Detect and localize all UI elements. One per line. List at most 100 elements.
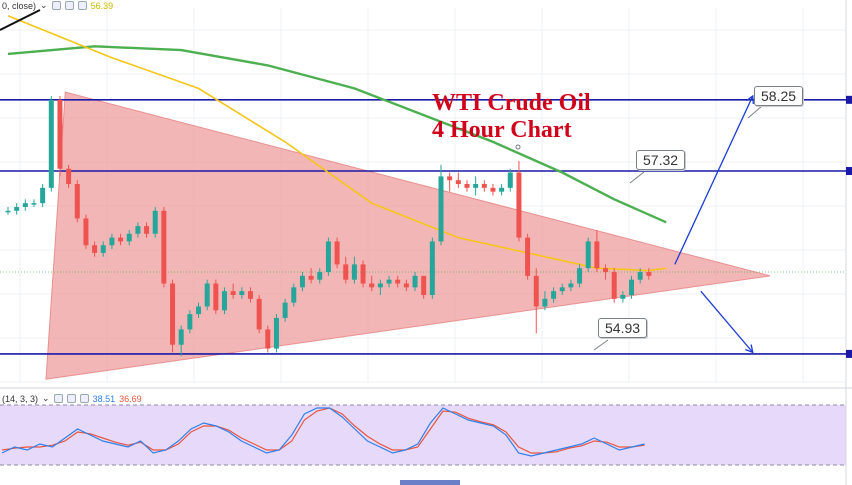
candle-body bbox=[22, 203, 28, 207]
candle-body bbox=[239, 291, 245, 295]
candle-body bbox=[629, 279, 635, 295]
candle-body bbox=[429, 241, 435, 295]
trend-line bbox=[0, 9, 41, 31]
candle-body bbox=[308, 275, 314, 280]
projection-arrow-line bbox=[700, 290, 754, 353]
ma-value: 56.39 bbox=[90, 0, 114, 11]
candle-body bbox=[152, 210, 158, 234]
candle-body bbox=[646, 272, 652, 276]
triangle-pattern bbox=[45, 91, 771, 380]
candle-body bbox=[92, 245, 98, 253]
candle-body bbox=[447, 176, 453, 181]
level-marker bbox=[846, 95, 852, 104]
oscillator-params: (14, 3, 3) bbox=[2, 393, 39, 404]
candle-body bbox=[282, 302, 288, 318]
candle-body bbox=[551, 291, 557, 299]
candle-body bbox=[499, 187, 505, 192]
candle-body bbox=[5, 210, 11, 213]
candle-body bbox=[118, 237, 124, 242]
level-marker bbox=[846, 349, 852, 358]
settings-icon[interactable] bbox=[66, 394, 76, 403]
candle-body bbox=[343, 264, 349, 280]
candle-body bbox=[317, 272, 323, 280]
candle-body bbox=[299, 275, 305, 288]
candle-body bbox=[369, 283, 375, 288]
candle-body bbox=[135, 226, 141, 234]
candle-body bbox=[204, 283, 210, 307]
ma-fast-line bbox=[7, 14, 667, 272]
candle-body bbox=[395, 279, 401, 284]
candle-body bbox=[377, 283, 383, 288]
candle-body bbox=[585, 241, 591, 269]
candle-body bbox=[187, 314, 193, 330]
candle-body bbox=[178, 329, 184, 345]
candle-body bbox=[464, 184, 470, 188]
candle-body bbox=[516, 172, 522, 238]
candle-body bbox=[57, 99, 63, 169]
candle-body bbox=[438, 176, 444, 242]
time-scroll-marker bbox=[400, 480, 460, 485]
settings-icon[interactable] bbox=[64, 1, 74, 10]
oscillator-k-value: 38.51 bbox=[92, 393, 116, 404]
candle-body bbox=[14, 206, 20, 211]
callout-leader bbox=[747, 105, 763, 119]
callout-leader bbox=[593, 339, 609, 351]
candle-body bbox=[421, 275, 427, 295]
callout-lower: 54.93 bbox=[598, 318, 648, 338]
candle-body bbox=[222, 291, 227, 311]
close-icon[interactable] bbox=[77, 1, 87, 10]
callout-upper: 58.25 bbox=[754, 86, 804, 106]
indicator-header: 0, close) ⌄ 56.39 bbox=[2, 0, 113, 11]
candle-body bbox=[83, 218, 89, 246]
chart-title-line2: 4 Hour Chart bbox=[432, 117, 572, 143]
candle-body bbox=[594, 241, 600, 269]
candle-body bbox=[213, 283, 219, 311]
candle-body bbox=[507, 172, 513, 188]
candle-body bbox=[74, 184, 80, 219]
candle-body bbox=[126, 233, 132, 242]
visibility-toggle-icon[interactable] bbox=[53, 394, 63, 403]
candle-body bbox=[273, 317, 279, 349]
candle-body bbox=[351, 264, 357, 280]
candle-body bbox=[473, 184, 479, 188]
oscillator-d-line bbox=[1, 407, 645, 454]
candle-body bbox=[170, 283, 176, 345]
candle-body bbox=[455, 180, 461, 185]
projection-arrow-line bbox=[674, 95, 754, 265]
candle-body bbox=[334, 241, 340, 265]
close-icon[interactable] bbox=[79, 394, 89, 403]
oscillator-header: (14, 3, 3) ⌄ 38.51 36.69 bbox=[2, 393, 142, 404]
chart-title-line1: WTI Crude Oil bbox=[432, 90, 591, 116]
candle-body bbox=[66, 168, 72, 185]
candle-body bbox=[100, 245, 106, 253]
anchor-dot bbox=[515, 144, 521, 150]
candle-body bbox=[559, 287, 565, 292]
projection-arrowhead bbox=[745, 344, 754, 354]
candle-body bbox=[325, 241, 331, 273]
visibility-toggle-icon[interactable] bbox=[51, 1, 61, 10]
candle-body bbox=[603, 268, 609, 273]
candle-body bbox=[256, 298, 262, 330]
candle-body bbox=[109, 237, 115, 246]
ma-slow-line bbox=[7, 45, 667, 224]
oscillator-d-value: 36.69 bbox=[119, 393, 142, 404]
candle-body bbox=[568, 283, 574, 288]
chevron-down-icon[interactable]: ⌄ bbox=[42, 393, 50, 403]
candle-body bbox=[144, 226, 150, 234]
candle-body bbox=[542, 298, 548, 307]
callout-middle: 57.32 bbox=[636, 150, 686, 170]
candle-body bbox=[360, 264, 366, 284]
candle-body bbox=[637, 272, 643, 280]
candle-body bbox=[40, 187, 46, 204]
candle-body bbox=[620, 294, 626, 299]
candle-body bbox=[247, 291, 253, 299]
candle-body bbox=[490, 187, 496, 192]
candle-body bbox=[48, 99, 54, 188]
level-marker bbox=[846, 167, 852, 176]
oscillator-k-line bbox=[1, 407, 645, 457]
chevron-down-icon[interactable]: ⌄ bbox=[40, 0, 48, 10]
candle-body bbox=[412, 275, 418, 288]
projection-arrowhead bbox=[745, 94, 754, 105]
